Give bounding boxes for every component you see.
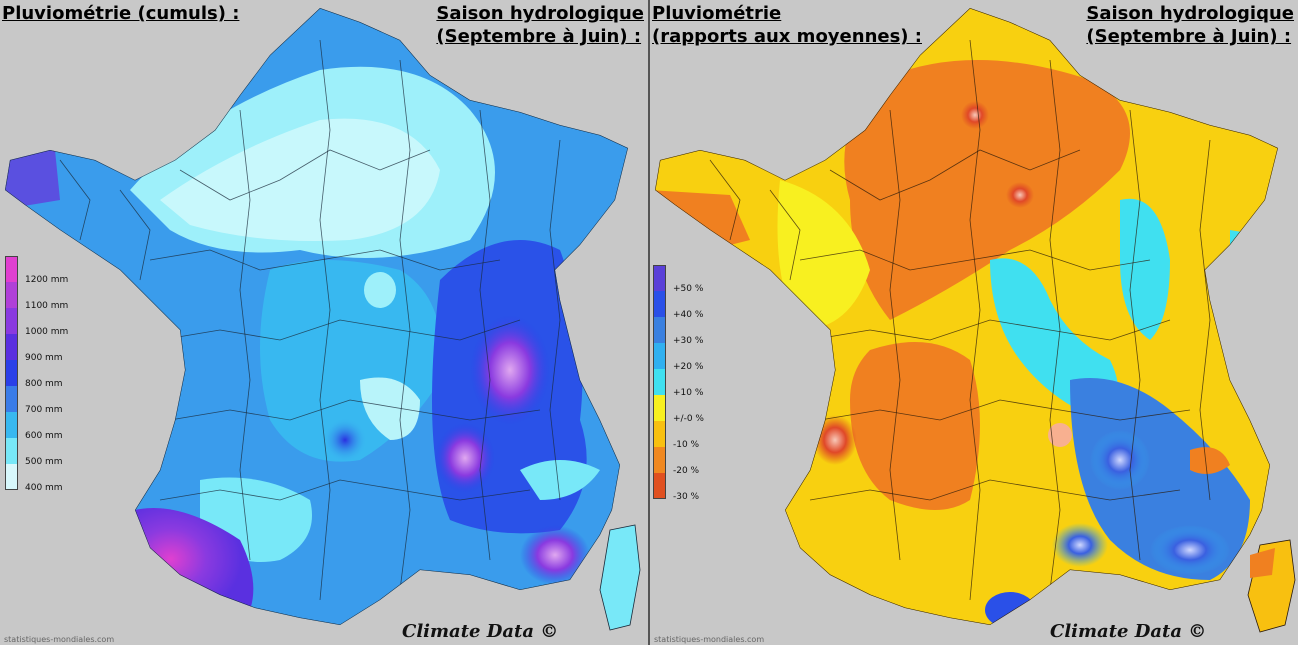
anomaly-legend-swatch: [653, 473, 666, 499]
anomaly-legend-swatch: [653, 317, 666, 343]
right-credit: Climate Data ©: [1050, 621, 1207, 642]
rainfall-legend-label: 800 mm: [25, 379, 63, 389]
rainfall-legend-swatch: [5, 282, 18, 308]
anomaly-legend-swatch: [653, 421, 666, 447]
rainfall-legend-swatch: [5, 412, 18, 438]
right-source: statistiques-mondiales.com: [654, 635, 765, 644]
anomaly-legend-label: -10 %: [673, 440, 700, 450]
left-season-line2: (Septembre à Juin) :: [436, 26, 642, 47]
rainfall-legend-swatch: [5, 308, 18, 334]
anomaly-legend-swatch: [653, 369, 666, 395]
right-title-line1: Pluviométrie: [652, 3, 782, 24]
cumulative-rainfall-map-panel: Pluviométrie (cumuls) : Saison hydrologi…: [0, 0, 648, 645]
rainfall-legend-swatch: [5, 256, 18, 282]
rainfall-legend-swatch: [5, 386, 18, 412]
anomaly-legend-swatch: [653, 395, 666, 421]
left-source: statistiques-mondiales.com: [4, 635, 115, 644]
corsica-region: [599, 524, 641, 631]
left-title: Pluviométrie (cumuls) :: [2, 3, 240, 24]
anomaly-legend-label: +20 %: [673, 362, 704, 372]
rainfall-legend-label: 700 mm: [25, 405, 63, 415]
left-season-title: Saison hydrologique (Septembre à Juin) :: [436, 2, 644, 48]
rainfall-legend-swatch: [5, 464, 18, 490]
rainfall-legend-label: 900 mm: [25, 353, 63, 363]
rainfall-legend-label: 1100 mm: [25, 301, 69, 311]
rainfall-legend-swatch: [5, 438, 18, 464]
right-title: Pluviométrie (rapports aux moyennes) :: [652, 2, 922, 48]
rainfall-legend-swatch: [5, 334, 18, 360]
anomaly-legend-label: +50 %: [673, 284, 704, 294]
panel-divider: [648, 0, 650, 645]
rainfall-legend-label: 1000 mm: [25, 327, 69, 337]
right-season-line2: (Septembre à Juin) :: [1086, 26, 1292, 47]
anomaly-legend-swatch: [653, 291, 666, 317]
anomaly-legend-label: +30 %: [673, 336, 704, 346]
left-season-line1: Saison hydrologique: [436, 3, 644, 24]
right-title-line2: (rapports aux moyennes) :: [652, 26, 922, 47]
rainfall-anomaly-map: [655, 8, 1296, 633]
right-season-title: Saison hydrologique (Septembre à Juin) :: [1086, 2, 1294, 48]
rainfall-legend-swatch: [5, 360, 18, 386]
anomaly-legend-swatch: [653, 265, 666, 291]
anomaly-legend-label: -20 %: [673, 466, 700, 476]
anomaly-legend-label: -30 %: [673, 492, 700, 502]
right-season-line1: Saison hydrologique: [1086, 3, 1294, 24]
anomaly-legend-label: +/-0 %: [673, 414, 704, 424]
rainfall-legend-label: 500 mm: [25, 457, 63, 467]
anomaly-legend-label: +40 %: [673, 310, 704, 320]
anomaly-legend-label: +10 %: [673, 388, 704, 398]
rainfall-legend-label: 400 mm: [25, 483, 63, 493]
rainfall-anomaly-map-panel: Pluviométrie (rapports aux moyennes) : S…: [650, 0, 1298, 645]
rainfall-legend-label: 1200 mm: [25, 275, 69, 285]
rainfall-legend-label: 600 mm: [25, 431, 63, 441]
anomaly-legend-swatch: [653, 447, 666, 473]
anomaly-legend-swatch: [653, 343, 666, 369]
left-credit: Climate Data ©: [402, 621, 559, 642]
cumulative-rainfall-map: [5, 8, 641, 631]
